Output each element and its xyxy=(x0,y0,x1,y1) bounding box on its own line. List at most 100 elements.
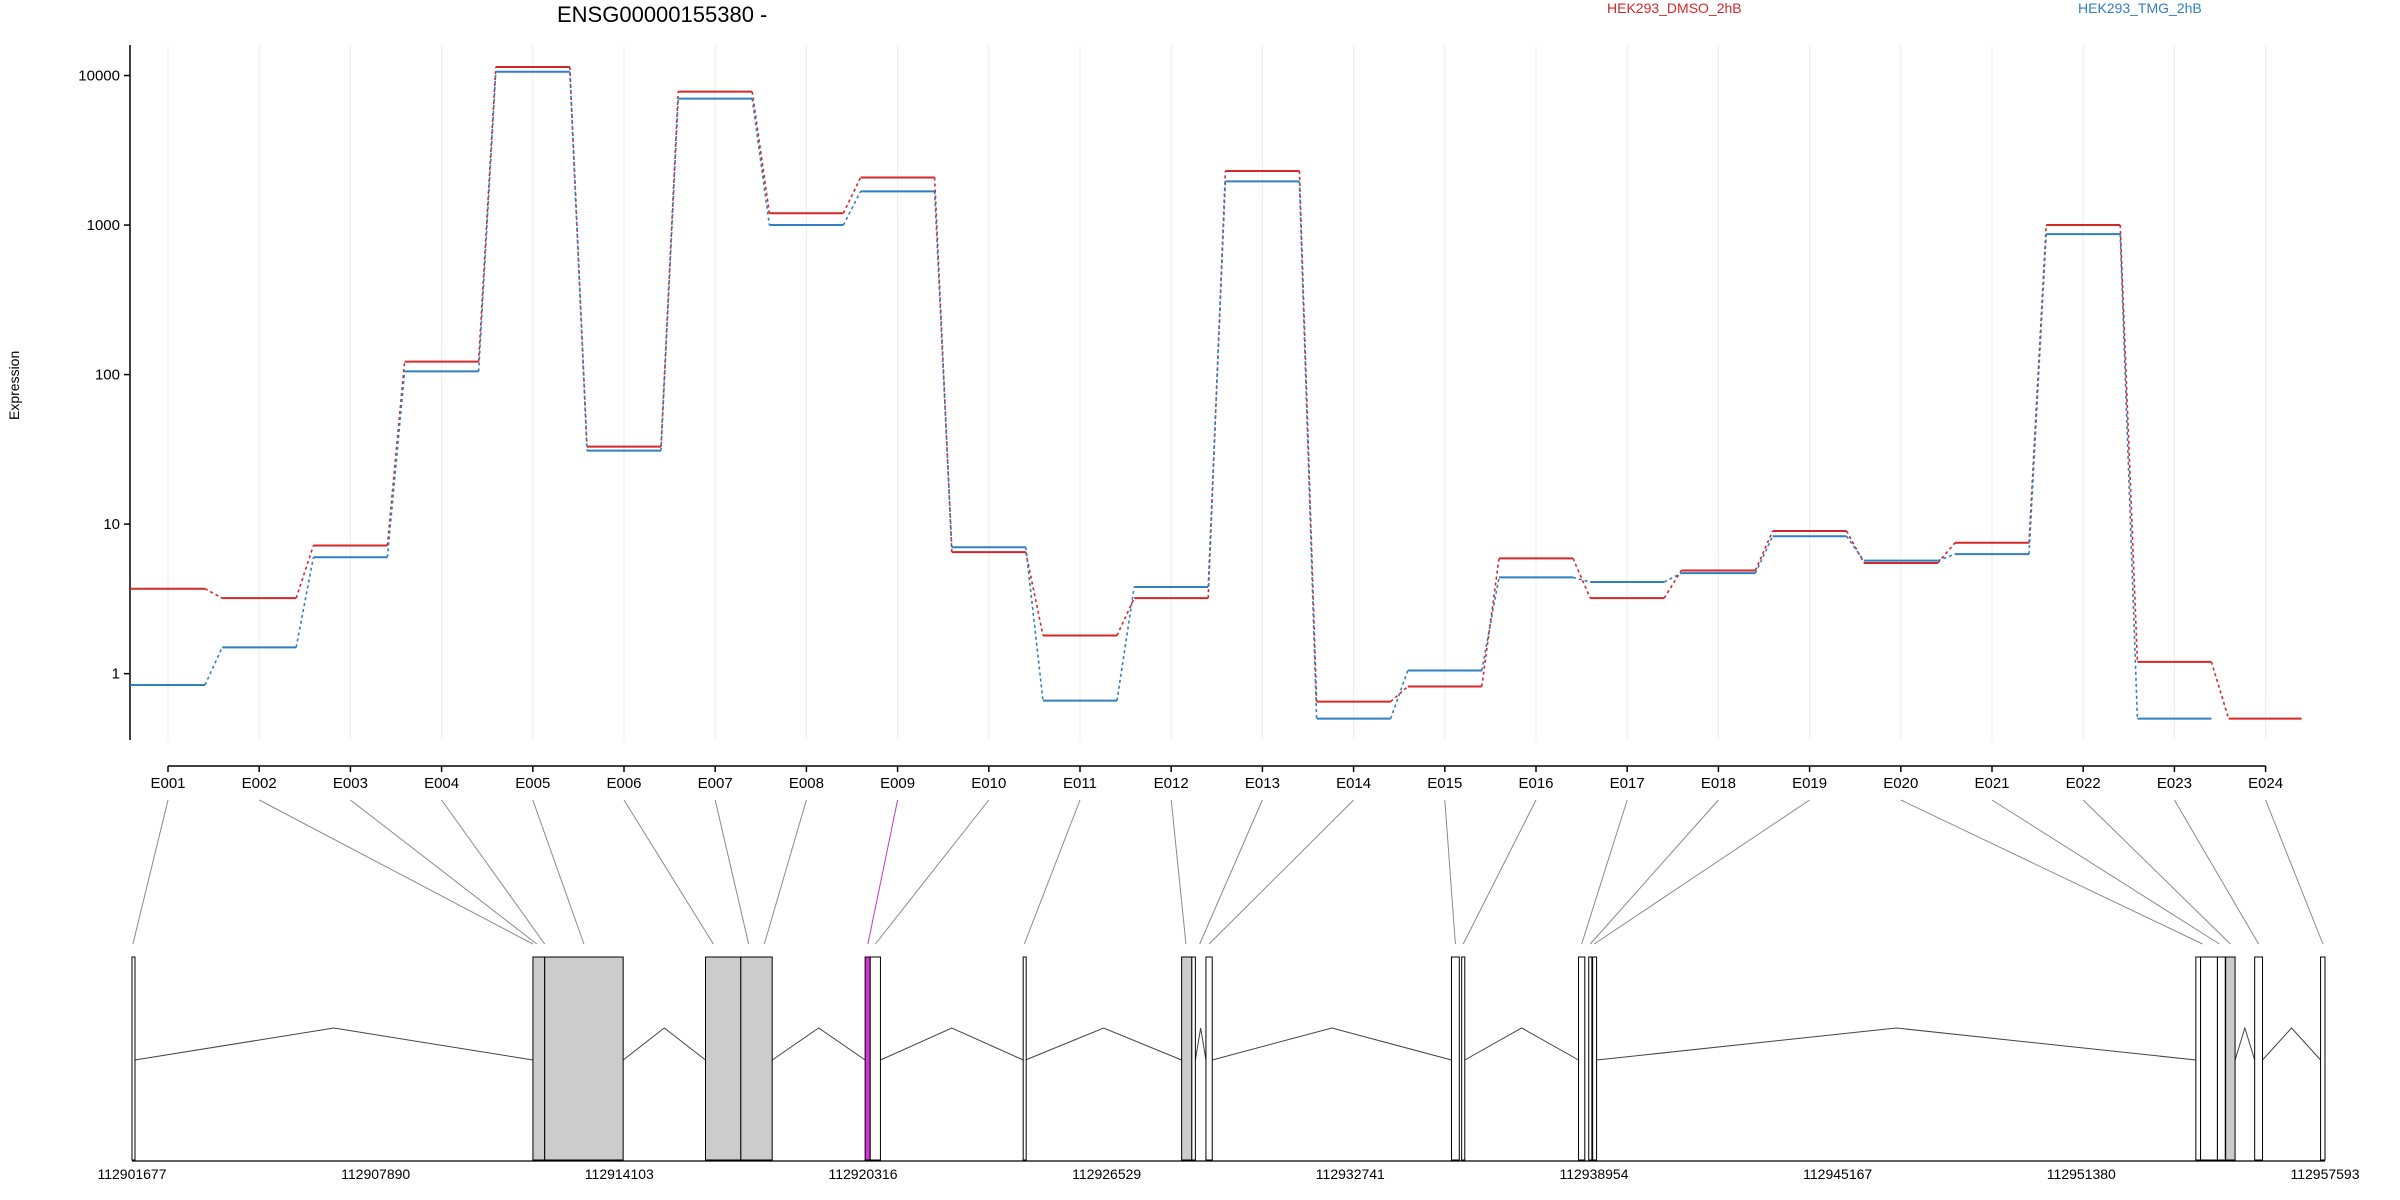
series-2-connector xyxy=(751,98,771,226)
exon-box xyxy=(740,956,773,1161)
x-tick-label: E009 xyxy=(880,775,915,792)
series-1-connector xyxy=(1025,551,1044,636)
x-tick-label: E018 xyxy=(1701,775,1736,792)
exon-box xyxy=(2254,956,2264,1161)
x-tick-label: E011 xyxy=(1063,775,1097,792)
y-tick-label: 10 xyxy=(103,516,120,533)
genomic-tick-label: 112957593 xyxy=(2290,1166,2359,1182)
series-1-connector xyxy=(1390,685,1409,703)
series-1-connector xyxy=(1572,558,1591,599)
exon-mapping-line xyxy=(1208,799,1354,945)
series-1-connector xyxy=(842,177,862,214)
series-1-connector xyxy=(1937,542,1956,564)
y-tick-label: 100 xyxy=(95,367,120,384)
series-2-connector xyxy=(1937,553,1956,562)
series-1-connector xyxy=(204,587,223,599)
exon-box xyxy=(1588,956,1593,1161)
series-2-connector xyxy=(933,191,953,548)
exon-box xyxy=(1450,956,1460,1161)
series-2-connector xyxy=(842,191,862,226)
exon-mapping-line xyxy=(1199,799,1263,945)
series-1-connector xyxy=(1298,170,1318,702)
exon-box xyxy=(1022,956,1027,1161)
exon-box xyxy=(131,956,136,1161)
exon-box xyxy=(1578,956,1586,1161)
exon-mapping-line xyxy=(2173,799,2260,945)
exon-mapping-line xyxy=(1991,799,2220,945)
x-tick-label: E008 xyxy=(789,775,824,792)
intron-line xyxy=(2234,1026,2256,1061)
exon-mapping-line xyxy=(623,799,714,945)
exon-mapping-line xyxy=(1444,799,1456,945)
x-tick-label: E023 xyxy=(2157,775,2192,792)
exon-mapping-line xyxy=(1462,799,1537,945)
intron-line xyxy=(1025,1027,1182,1061)
exon-mapping-line xyxy=(350,799,538,945)
chart-title: ENSG00000155380 - xyxy=(557,2,768,27)
x-tick-label: E021 xyxy=(1974,775,2009,792)
exon-mapping-line xyxy=(258,799,534,945)
series-2-connector xyxy=(1298,181,1318,719)
x-tick-label: E017 xyxy=(1610,775,1645,792)
intron-line xyxy=(134,1027,534,1061)
y-tick-label: 1 xyxy=(112,666,120,683)
exon-box xyxy=(2216,956,2226,1161)
x-tick-label: E024 xyxy=(2248,775,2283,792)
exon-box xyxy=(1181,956,1193,1161)
genomic-tick-label: 112920316 xyxy=(828,1166,897,1182)
y-tick-label: 10000 xyxy=(78,68,120,85)
series-2-connector xyxy=(2028,234,2047,555)
exon-mapping-line xyxy=(1900,799,2203,945)
x-tick-label: E014 xyxy=(1336,775,1371,792)
intron-line xyxy=(1464,1027,1579,1061)
series-1-connector xyxy=(1754,530,1774,571)
x-tick-label: E015 xyxy=(1427,775,1462,792)
exon-box xyxy=(544,956,624,1161)
series-2-connector xyxy=(1389,670,1409,719)
series-2-connector xyxy=(2119,234,2139,719)
series-2-connector xyxy=(1116,586,1135,701)
intron-line xyxy=(880,1027,1024,1061)
genomic-tick-label: 112938954 xyxy=(1559,1166,1628,1182)
exon-box xyxy=(1191,956,1196,1161)
exon-box xyxy=(2225,956,2236,1161)
series-2-connector xyxy=(660,98,679,451)
series-1-connector xyxy=(1116,597,1135,636)
x-tick-label: E001 xyxy=(150,775,185,792)
x-tick-label: E006 xyxy=(606,775,641,792)
genomic-tick-label: 112907890 xyxy=(341,1166,410,1182)
exon-box xyxy=(869,956,881,1161)
series-1-connector xyxy=(477,66,497,362)
intron-line xyxy=(1194,1027,1207,1061)
intron-line xyxy=(1212,1027,1452,1061)
exon-mapping-line xyxy=(1593,799,1810,945)
intron-line xyxy=(1596,1027,2196,1061)
exon-box xyxy=(1461,956,1466,1161)
x-tick-label: E003 xyxy=(333,775,368,792)
series-2-connector xyxy=(1207,181,1227,587)
series-2-connector xyxy=(386,371,406,558)
exon-mapping-line xyxy=(441,799,546,945)
exon-mapping-line xyxy=(1023,799,1081,945)
exon-box xyxy=(705,956,742,1161)
exon-mapping-line xyxy=(532,799,585,945)
exon-box xyxy=(1592,956,1598,1161)
genomic-tick-label: 112951380 xyxy=(2047,1166,2116,1182)
x-tick-label: E020 xyxy=(1883,775,1918,792)
exon-box xyxy=(2200,956,2218,1161)
x-tick-label: E002 xyxy=(242,775,277,792)
x-tick-label: E010 xyxy=(971,775,1006,792)
legend-entry-series-2: HEK293_TMG_2hB xyxy=(2078,0,2202,16)
series-2-connector xyxy=(295,557,315,648)
x-tick-label: E019 xyxy=(1792,775,1827,792)
series-1-connector xyxy=(1663,570,1683,599)
x-tick-label: E016 xyxy=(1518,775,1553,792)
x-tick-label: E007 xyxy=(698,775,733,792)
x-tick-label: E004 xyxy=(424,775,459,792)
intron-line xyxy=(2262,1027,2321,1061)
exon-mapping-line xyxy=(132,799,169,945)
series-1-connector xyxy=(2119,225,2139,662)
genomic-tick-label: 112945167 xyxy=(1803,1166,1872,1182)
